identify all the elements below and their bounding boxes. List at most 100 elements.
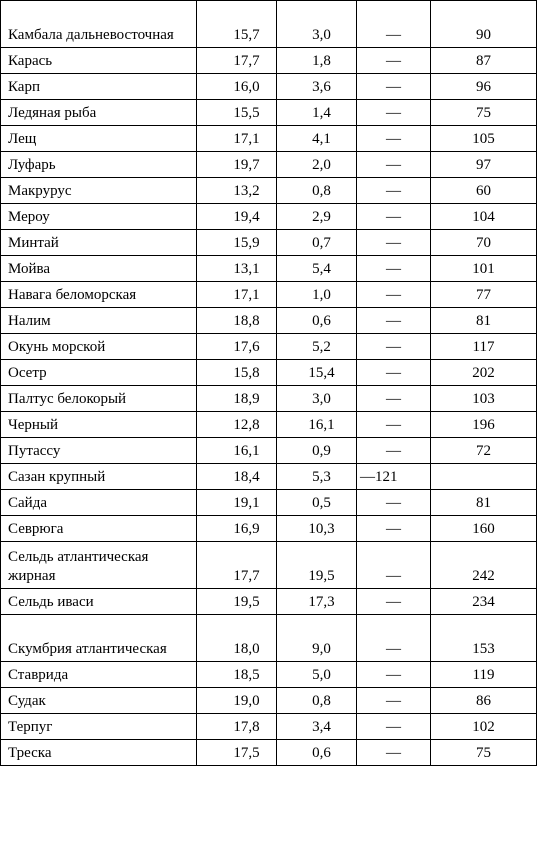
- fat-cell: 1,8: [276, 47, 357, 74]
- carbs-cell: —: [356, 687, 431, 714]
- fat-cell: 5,3: [276, 463, 357, 490]
- fat-cell: 3,0: [276, 0, 357, 48]
- calories-cell: 90: [430, 0, 537, 48]
- table-row: Камбала дальневосточная 15,7 3,0 — 90: [0, 0, 537, 48]
- fat-cell: 3,6: [276, 73, 357, 100]
- carbs-cell: —: [356, 713, 431, 740]
- fat-cell: 4,1: [276, 125, 357, 152]
- protein-cell: 17,7: [196, 47, 277, 74]
- calories-cell: 104: [430, 203, 537, 230]
- carbs-cell: —: [356, 515, 431, 542]
- protein-cell: 15,7: [196, 0, 277, 48]
- nutrition-table-body: Камбала дальневосточная 15,7 3,0 — 90 Ка…: [0, 0, 537, 766]
- protein-cell: 13,1: [196, 255, 277, 282]
- fat-cell: 0,8: [276, 687, 357, 714]
- carbs-cell: —: [356, 385, 431, 412]
- carbs-cell: —: [356, 125, 431, 152]
- carbs-cell: —: [356, 229, 431, 256]
- fat-cell: 16,1: [276, 411, 357, 438]
- table-row: Минтай 15,9 0,7 — 70: [0, 229, 537, 256]
- protein-cell: 19,7: [196, 151, 277, 178]
- calories-cell: 153: [430, 614, 537, 662]
- protein-cell: 18,4: [196, 463, 277, 490]
- table-row: Судак 19,0 0,8 — 86: [0, 687, 537, 714]
- table-row: Лещ 17,1 4,1 — 105: [0, 125, 537, 152]
- calories-cell: 87: [430, 47, 537, 74]
- protein-cell: 17,7: [196, 541, 277, 589]
- fat-cell: 1,0: [276, 281, 357, 308]
- carbs-cell: —: [356, 489, 431, 516]
- fish-name-cell: Судак: [0, 687, 197, 714]
- fat-cell: 0,5: [276, 489, 357, 516]
- table-row: Луфарь 19,7 2,0 — 97: [0, 151, 537, 178]
- fish-name-cell: Камбала дальневосточная: [0, 0, 197, 48]
- table-row: Терпуг 17,8 3,4 — 102: [0, 713, 537, 740]
- fat-cell: 15,4: [276, 359, 357, 386]
- calories-cell: 75: [430, 739, 537, 766]
- fish-name-cell: Сельдь атлантическая жирная: [0, 541, 197, 589]
- protein-cell: 13,2: [196, 177, 277, 204]
- calories-cell: 70: [430, 229, 537, 256]
- fish-name-cell: Луфарь: [0, 151, 197, 178]
- calories-cell: 81: [430, 307, 537, 334]
- table-row: Черный 12,8 16,1 — 196: [0, 411, 537, 438]
- fish-name-cell: Скумбрия атлантическая: [0, 614, 197, 662]
- carbs-cell: —: [356, 203, 431, 230]
- table-row: Карп 16,0 3,6 — 96: [0, 73, 537, 100]
- calories-cell: 97: [430, 151, 537, 178]
- protein-cell: 16,1: [196, 437, 277, 464]
- fat-cell: 1,4: [276, 99, 357, 126]
- table-row: Палтус белокорый 18,9 3,0 — 103: [0, 385, 537, 412]
- protein-cell: 17,5: [196, 739, 277, 766]
- fish-name-cell: Терпуг: [0, 713, 197, 740]
- table-row: Навага беломорская 17,1 1,0 — 77: [0, 281, 537, 308]
- carbs-cell: —: [356, 739, 431, 766]
- fish-name-cell: Палтус белокорый: [0, 385, 197, 412]
- protein-cell: 16,0: [196, 73, 277, 100]
- fish-name-cell: Окунь морской: [0, 333, 197, 360]
- fish-name-cell: Лещ: [0, 125, 197, 152]
- table-row: Налим 18,8 0,6 — 81: [0, 307, 537, 334]
- fish-name-cell: Путассу: [0, 437, 197, 464]
- carbs-cell: —: [356, 333, 431, 360]
- protein-cell: 19,1: [196, 489, 277, 516]
- protein-cell: 17,1: [196, 125, 277, 152]
- carbs-cell: —: [356, 99, 431, 126]
- protein-cell: 15,9: [196, 229, 277, 256]
- fish-name-cell: Осетр: [0, 359, 197, 386]
- carbs-cell: —: [356, 541, 431, 589]
- table-row: Сельдь атлантическая жирная 17,7 19,5 — …: [0, 541, 537, 589]
- protein-cell: 12,8: [196, 411, 277, 438]
- table-row: Карась 17,7 1,8 — 87: [0, 47, 537, 74]
- protein-cell: 19,5: [196, 588, 277, 615]
- calories-cell: 72: [430, 437, 537, 464]
- calories-cell: 96: [430, 73, 537, 100]
- fat-cell: 0,9: [276, 437, 357, 464]
- fat-cell: 0,6: [276, 739, 357, 766]
- protein-cell: 19,4: [196, 203, 277, 230]
- fat-cell: 0,6: [276, 307, 357, 334]
- fish-name-cell: Мойва: [0, 255, 197, 282]
- table-row: Треска 17,5 0,6 — 75: [0, 739, 537, 766]
- carbs-cell: —: [356, 281, 431, 308]
- calories-cell: 77: [430, 281, 537, 308]
- carbs-cell: —: [356, 437, 431, 464]
- fish-name-cell: Ставрида: [0, 661, 197, 688]
- table-row: Путассу 16,1 0,9 — 72: [0, 437, 537, 464]
- calories-cell: 160: [430, 515, 537, 542]
- fat-cell: 5,2: [276, 333, 357, 360]
- fish-name-cell: Налим: [0, 307, 197, 334]
- calories-cell: 102: [430, 713, 537, 740]
- fish-name-cell: Черный: [0, 411, 197, 438]
- protein-cell: 18,9: [196, 385, 277, 412]
- fat-cell: 3,4: [276, 713, 357, 740]
- calories-cell: 103: [430, 385, 537, 412]
- fish-name-cell: Сельдь иваси: [0, 588, 197, 615]
- fat-cell: 10,3: [276, 515, 357, 542]
- protein-cell: 18,5: [196, 661, 277, 688]
- nutrition-table: Камбала дальневосточная 15,7 3,0 — 90 Ка…: [0, 0, 537, 766]
- table-row: Сельдь иваси 19,5 17,3 — 234: [0, 588, 537, 615]
- table-row: Макрурус 13,2 0,8 — 60: [0, 177, 537, 204]
- table-row: Ледяная рыба 15,5 1,4 — 75: [0, 99, 537, 126]
- fat-cell: 9,0: [276, 614, 357, 662]
